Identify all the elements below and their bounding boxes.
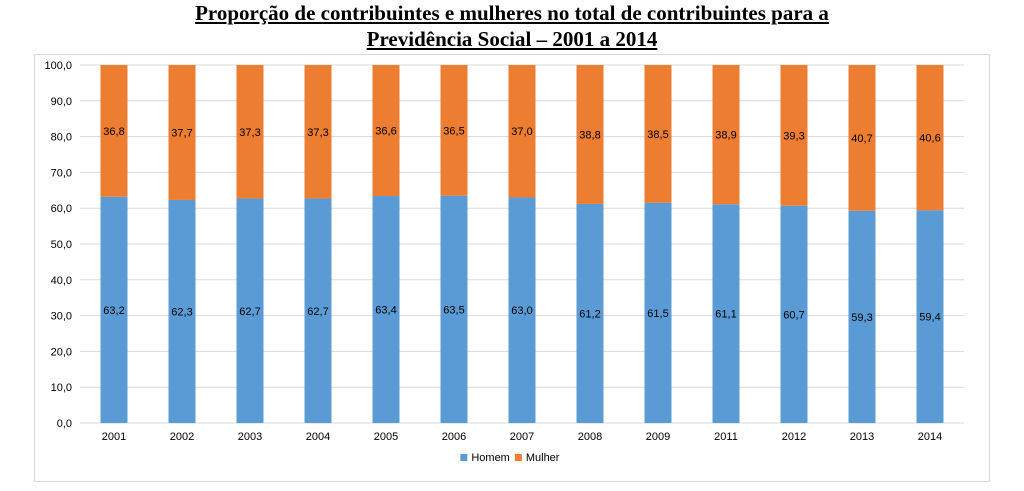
bar-homem-2014 xyxy=(916,210,944,423)
bars xyxy=(100,65,944,423)
x-tick-label: 2003 xyxy=(238,431,262,443)
x-tick-label: 2004 xyxy=(306,431,330,443)
bar-homem-2011 xyxy=(712,204,740,423)
bar-mulher-2005 xyxy=(372,65,400,197)
data-label-homem-2004: 62,7 xyxy=(307,306,328,318)
bar-mulher-2002 xyxy=(168,65,196,200)
x-tick-label: 2009 xyxy=(646,431,670,443)
bar-homem-2004 xyxy=(304,198,332,423)
bar-mulher-2014 xyxy=(916,65,944,211)
bar-homem-2012 xyxy=(780,205,808,423)
data-label-homem-2006: 63,5 xyxy=(443,304,464,316)
chart-title-line-2: Previdência Social – 2001 a 2014 xyxy=(366,27,658,51)
y-tick-label: 40,0 xyxy=(51,275,72,287)
bar-homem-2007 xyxy=(508,197,536,423)
legend-label-homem: Homem xyxy=(471,452,510,464)
data-label-homem-2008: 61,2 xyxy=(579,308,600,320)
x-tick-label: 2007 xyxy=(510,431,534,443)
data-label-mulher-2012: 39,3 xyxy=(783,130,804,142)
y-tick-label: 20,0 xyxy=(51,346,72,358)
y-tick-label: 90,0 xyxy=(51,96,72,108)
chart-frame xyxy=(34,54,990,482)
x-tick-label: 2001 xyxy=(102,431,126,443)
data-label-mulher-2014: 40,6 xyxy=(919,133,940,145)
bar-mulher-2004 xyxy=(304,65,332,199)
bar-mulher-2008 xyxy=(576,65,604,204)
data-label-mulher-2011: 38,9 xyxy=(715,130,736,142)
x-tick-label: 2002 xyxy=(170,431,194,443)
bar-homem-2006 xyxy=(440,195,468,423)
bar-homem-2013 xyxy=(848,210,876,423)
data-label-mulher-2007: 37,0 xyxy=(511,126,532,138)
bar-homem-2002 xyxy=(168,199,196,423)
data-label-homem-2001: 63,2 xyxy=(103,305,124,317)
data-label-homem-2009: 61,5 xyxy=(647,308,668,320)
bar-mulher-2003 xyxy=(236,65,264,199)
data-label-homem-2002: 62,3 xyxy=(171,306,192,318)
bar-mulher-2013 xyxy=(848,65,876,211)
x-axis-ticks: 2001 2002 2003 2004 2005 2006 2007 2008 2009 2011… xyxy=(102,431,942,443)
y-tick-label: 30,0 xyxy=(51,311,72,323)
legend-swatch-mulher xyxy=(514,454,522,461)
data-label-mulher-2001: 36,8 xyxy=(103,126,124,138)
x-tick-label: 2005 xyxy=(374,431,398,443)
x-tick-label: 2014 xyxy=(918,431,942,443)
x-tick-label: 2013 xyxy=(850,431,874,443)
data-label-mulher-2002: 37,7 xyxy=(171,127,192,139)
y-tick-label: 70,0 xyxy=(51,167,72,179)
data-label-homem-2003: 62,7 xyxy=(239,306,260,318)
y-tick-label: 10,0 xyxy=(51,382,72,394)
bar-homem-2009 xyxy=(644,202,672,423)
y-tick-label: 100,0 xyxy=(44,60,72,72)
data-label-homem-2007: 63,0 xyxy=(511,305,532,317)
data-label-mulher-2004: 37,3 xyxy=(307,127,328,139)
data-label-mulher-2003: 37,3 xyxy=(239,127,260,139)
bar-mulher-2009 xyxy=(644,65,672,203)
y-axis-ticks: 0,0 10,0 20,0 30,0 40,0 50,0 60,0 70,0 80,0 90,0 1… xyxy=(44,60,72,430)
y-tick-label: 80,0 xyxy=(51,132,72,144)
y-tick-label: 50,0 xyxy=(51,239,72,251)
y-tick-label: 0,0 xyxy=(57,418,72,430)
data-label-homem-2014: 59,4 xyxy=(919,312,940,324)
bar-mulher-2011 xyxy=(712,65,740,205)
y-tick-label: 60,0 xyxy=(51,203,72,215)
data-label-homem-2011: 61,1 xyxy=(715,309,736,321)
bar-mulher-2006 xyxy=(440,65,468,196)
data-label-mulher-2013: 40,7 xyxy=(851,133,872,145)
bar-homem-2008 xyxy=(576,203,604,423)
bar-homem-2005 xyxy=(372,196,400,423)
bar-mulher-2001 xyxy=(100,65,128,197)
bar-mulher-2007 xyxy=(508,65,536,198)
chart-title-line-1: Proporção de contribuintes e mulheres no… xyxy=(195,1,829,25)
data-label-mulher-2008: 38,8 xyxy=(579,129,600,141)
data-label-homem-2005: 63,4 xyxy=(375,305,396,317)
x-tick-label: 2006 xyxy=(442,431,466,443)
chart-title: Proporção de contribuintes e mulheres no… xyxy=(0,0,1024,52)
data-label-homem-2013: 59,3 xyxy=(851,312,872,324)
data-label-mulher-2006: 36,5 xyxy=(443,125,464,137)
bar-homem-2003 xyxy=(236,198,264,423)
legend-swatch-homem xyxy=(460,454,468,461)
data-label-homem-2012: 60,7 xyxy=(783,309,804,321)
data-label-mulher-2009: 38,5 xyxy=(647,129,668,141)
bar-mulher-2012 xyxy=(780,65,808,206)
data-label-mulher-2005: 36,6 xyxy=(375,126,396,138)
legend: Homem Mulher xyxy=(460,452,560,464)
x-tick-label: 2012 xyxy=(782,431,806,443)
bar-homem-2001 xyxy=(100,196,128,423)
data-labels: 63,2 36,8 62,3 37,7 62,7 37,3 62,7 37,3 63,4 36,6… xyxy=(103,125,940,324)
x-tick-label: 2011 xyxy=(714,431,738,443)
legend-label-mulher: Mulher xyxy=(526,452,560,464)
x-tick-label: 2008 xyxy=(578,431,602,443)
